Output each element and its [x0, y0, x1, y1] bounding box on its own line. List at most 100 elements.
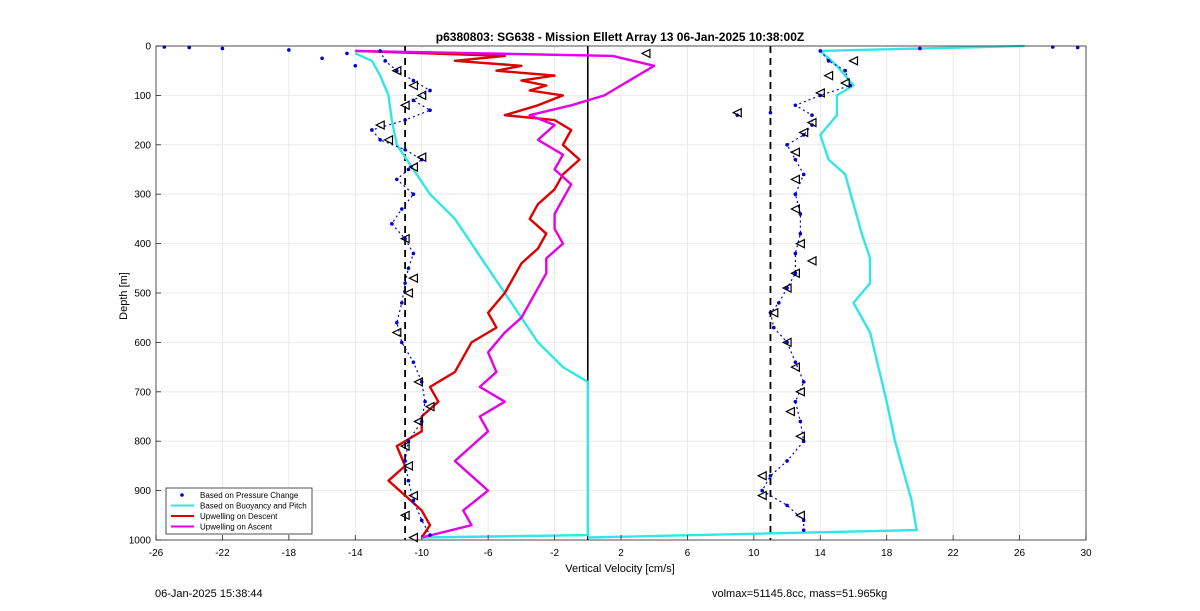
y-tick-label: 1000 [129, 536, 152, 547]
pressure-point [423, 399, 427, 404]
triangle-marker [839, 78, 850, 89]
triangle-marker [814, 87, 825, 98]
x-tick-label: -2 [550, 548, 559, 559]
pressure-point [320, 56, 324, 61]
triangle-marker [806, 255, 817, 266]
x-tick-label: 26 [1014, 548, 1026, 559]
triangle-marker [640, 48, 651, 59]
x-tick-label: 6 [685, 548, 691, 559]
triangle-marker [790, 362, 800, 373]
pressure-point [403, 281, 407, 285]
pressure-point [399, 301, 404, 305]
triangle-marker [399, 233, 410, 244]
x-axis-label: Vertical Velocity [cm/s] [565, 563, 674, 575]
triangle-marker [424, 401, 435, 412]
pressure-point [220, 46, 225, 51]
triangle-marker [399, 100, 410, 111]
y-tick-label: 700 [134, 387, 151, 398]
triangle-marker [416, 90, 427, 101]
y-tick-label: 900 [134, 486, 151, 497]
triangle-marker [768, 307, 779, 318]
triangle-marker [795, 386, 805, 397]
tick-labels: -26 -22 -18 -14 -10 -6 -2 2 6 10 14 18 22 26 300100200… [129, 42, 1092, 560]
y-tick-label: 200 [134, 140, 151, 151]
x-tick-label: 2 [618, 548, 624, 559]
pressure-point [411, 498, 416, 503]
triangle-marker [408, 273, 419, 284]
triangle-marker [848, 55, 859, 66]
legend-entry: Upwelling on Ascent [200, 523, 273, 532]
y-tick-label: 800 [134, 437, 151, 448]
triangle-marker [408, 80, 419, 91]
triangle-marker [408, 162, 419, 173]
y-tick-label: 100 [134, 91, 151, 102]
pressure-point [345, 51, 349, 56]
triangle-marker [795, 238, 805, 249]
x-tick-label: -26 [149, 548, 164, 559]
x-tick-label: -22 [215, 548, 230, 559]
triangle-marker [781, 283, 792, 294]
triangle-marker [798, 127, 809, 138]
triangle-marker [790, 268, 800, 279]
footer-mass-info: volmax=51145.8cc, mass=51.965kg [712, 588, 888, 600]
x-tick-label: -10 [414, 548, 429, 559]
pressure-point [918, 46, 922, 51]
triangle-marker [790, 174, 800, 185]
pressure-point [353, 63, 358, 68]
pressure-point [395, 320, 399, 325]
triangle-marker [785, 406, 795, 417]
x-tick-label: -18 [282, 548, 297, 559]
x-tick-label: -14 [348, 548, 363, 559]
legend-entry: Based on Pressure Change [200, 491, 299, 500]
triangle-marker [823, 70, 834, 81]
triangle-marker [408, 532, 419, 543]
triangle-marker [756, 490, 767, 501]
pressure-point [399, 340, 404, 345]
x-tick-label: -6 [484, 548, 493, 559]
legend-swatch [180, 493, 184, 497]
footer-timestamp: 06-Jan-2025 15:38:44 [155, 588, 263, 600]
x-tick-label: 30 [1080, 548, 1092, 559]
triangle-marker [403, 460, 414, 471]
x-tick-label: 18 [881, 548, 893, 559]
series-line [355, 49, 581, 539]
pressure-trace [761, 50, 851, 531]
triangle-marker [374, 120, 385, 131]
pressure-point [428, 108, 432, 113]
triangle-marker [731, 107, 742, 118]
y-tick-label: 400 [134, 239, 151, 250]
pressure-point [419, 518, 424, 523]
marker-layer [374, 48, 859, 543]
series-line [355, 49, 656, 539]
triangle-marker [413, 416, 423, 427]
triangle-marker [781, 337, 792, 348]
triangle-marker [416, 152, 427, 163]
triangle-marker [413, 376, 423, 387]
pressure-point [287, 48, 291, 52]
x-tick-label: 22 [948, 548, 960, 559]
pressure-point [801, 528, 806, 532]
x-tick-label: 10 [748, 548, 760, 559]
triangle-marker [383, 134, 394, 145]
pressure-point [793, 251, 798, 256]
series-line [354, 52, 589, 539]
legend-entry: Upwelling on Descent [200, 512, 278, 521]
pressure-point [768, 110, 773, 115]
pressure-point [793, 399, 798, 404]
legend-entry: Based on Buoyancy and Pitch [200, 502, 307, 511]
y-tick-label: 0 [145, 42, 151, 53]
triangle-marker [408, 490, 419, 501]
triangle-marker [790, 147, 800, 158]
triangle-marker [806, 117, 817, 128]
triangle-marker [795, 510, 805, 521]
y-tick-label: 600 [134, 338, 151, 349]
y-tick-label: 500 [134, 289, 151, 300]
y-axis-label: Depth [m] [118, 272, 130, 320]
triangle-marker [403, 288, 414, 298]
grid-lines [155, 45, 1087, 541]
pressure-point [798, 231, 803, 236]
legend: Based on Pressure Change Based on Buoyanc… [165, 487, 313, 535]
pressure-point [1075, 45, 1080, 50]
triangle-marker [790, 204, 800, 214]
